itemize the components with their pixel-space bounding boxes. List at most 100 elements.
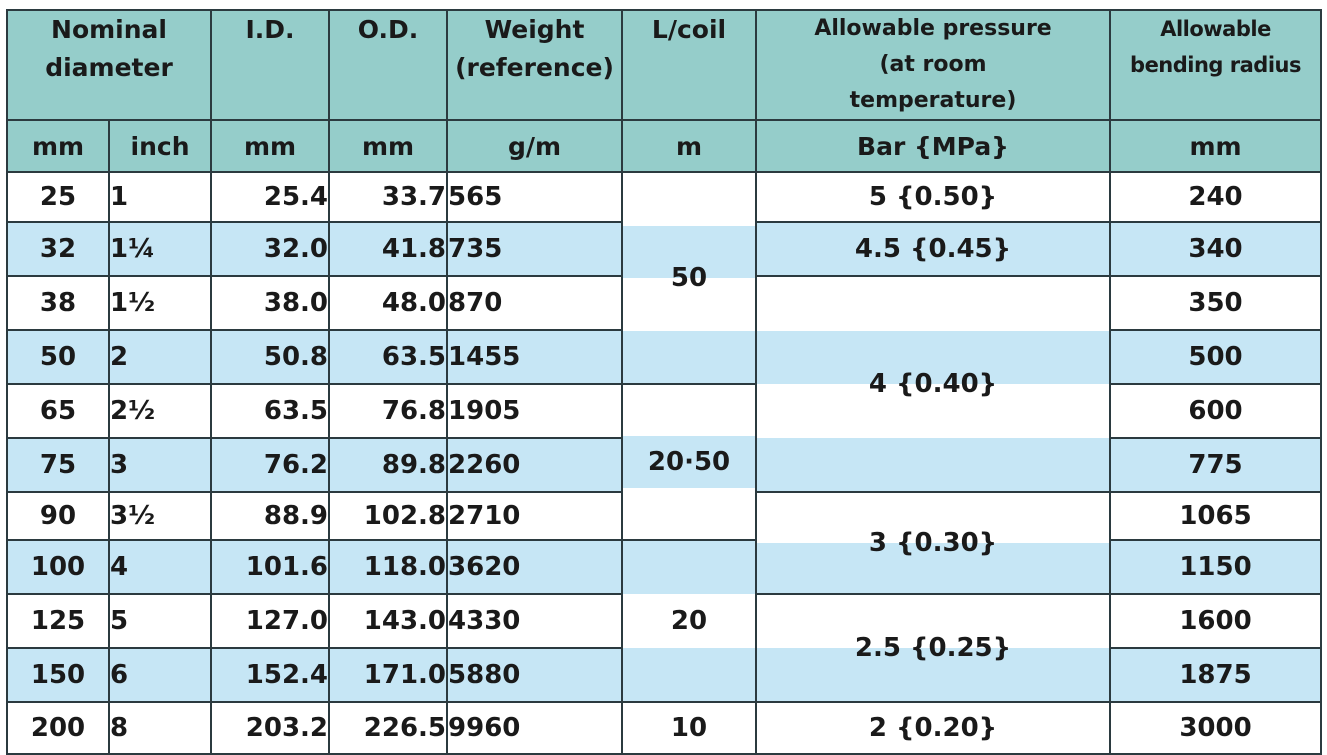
cell-od: 118.0 xyxy=(328,539,449,595)
cell-id: 127.0 xyxy=(210,593,331,649)
row-stripes xyxy=(624,542,755,700)
stripe-band xyxy=(758,278,1109,331)
cell-pressure: 4.5 {0.45} xyxy=(755,221,1112,277)
cell-nominal-inch: 3 xyxy=(107,437,213,493)
cell-pressure: 2.5 {0.25} xyxy=(755,593,1112,703)
cell-weight: 1905 xyxy=(446,383,624,439)
hose-spec-table: Nominal diameter I.D. O.D. Weight (refer… xyxy=(5,9,1323,755)
stripe-band xyxy=(624,225,755,278)
row-stripes xyxy=(758,494,1109,592)
cell-nominal-inch: 2 xyxy=(107,329,213,385)
cell-id: 25.4 xyxy=(210,171,331,223)
row-stripes xyxy=(624,174,755,382)
cell-id: 101.6 xyxy=(210,539,331,595)
cell-l-coil-label: 20 xyxy=(670,606,708,636)
cell-id: 38.0 xyxy=(210,275,331,331)
cell-l-coil: 50 xyxy=(621,171,758,385)
cell-od: 226.5 xyxy=(328,701,449,755)
cell-l-coil: 10 xyxy=(621,701,758,755)
stripe-band xyxy=(624,487,755,538)
table-row: 125 5 127.0 143.0 4330 2.5 {0.25} 1600 xyxy=(6,593,1323,703)
cell-weight: 2260 xyxy=(446,437,624,493)
stripe-band xyxy=(758,174,1109,220)
table-row: 65 2½ 63.5 76.8 1905 20·50 600 xyxy=(6,383,1323,541)
cell-nominal-mm: 65 xyxy=(6,383,110,439)
cell-od: 48.0 xyxy=(328,275,449,331)
cell-bending-radius: 340 xyxy=(1109,221,1323,277)
header-nominal-diameter: Nominal diameter xyxy=(5,9,213,121)
table-row: 75 3 76.2 89.8 2260 775 xyxy=(6,437,1323,493)
cell-bending-radius: 775 xyxy=(1109,437,1323,493)
cell-pressure-label: 2.5 {0.25} xyxy=(854,633,1012,663)
cell-nominal-mm: 75 xyxy=(6,437,110,493)
cell-weight: 5880 xyxy=(446,647,624,703)
cell-id: 152.4 xyxy=(210,647,331,703)
stripe-band xyxy=(758,494,1109,543)
cell-pressure: 3 {0.30} xyxy=(755,491,1112,595)
stripe-band xyxy=(758,596,1109,648)
cell-weight: 1455 xyxy=(446,329,624,385)
header-od: O.D. xyxy=(328,9,449,121)
unit-id: mm xyxy=(210,119,331,173)
table-row: 200 8 203.2 226.5 9960 10 2 {0.20} 3000 xyxy=(6,701,1323,755)
table-row: 100 4 101.6 118.0 3620 20 1150 xyxy=(6,539,1323,703)
cell-od: 63.5 xyxy=(328,329,449,385)
cell-pressure-label: 5 {0.50} xyxy=(868,182,998,212)
cell-bending-radius: 350 xyxy=(1109,275,1323,331)
cell-bending-radius: 1600 xyxy=(1109,593,1323,649)
cell-nominal-inch: 6 xyxy=(107,647,213,703)
stripe-band xyxy=(624,436,755,488)
stripe-band xyxy=(758,437,1109,490)
cell-nominal-mm: 50 xyxy=(6,329,110,385)
cell-weight: 9960 xyxy=(446,701,624,755)
cell-weight: 4330 xyxy=(446,593,624,649)
unit-bending: mm xyxy=(1109,119,1323,173)
unit-od: mm xyxy=(328,119,449,173)
cell-bending-radius: 1065 xyxy=(1109,491,1323,541)
cell-nominal-mm: 125 xyxy=(6,593,110,649)
cell-pressure-label: 3 {0.30} xyxy=(868,528,998,558)
stripe-band xyxy=(758,384,1109,438)
unit-pressure: Bar {MPa} xyxy=(755,119,1112,173)
cell-pressure: 5 {0.50} xyxy=(755,171,1112,223)
table-row: 32 1¼ 32.0 41.8 735 4.5 {0.45} 340 xyxy=(6,221,1323,277)
cell-nominal-inch: 8 xyxy=(107,701,213,755)
cell-nominal-inch: 3½ xyxy=(107,491,213,541)
stripe-band xyxy=(624,386,755,437)
cell-l-coil-label: 10 xyxy=(670,713,708,743)
header-id: I.D. xyxy=(210,9,331,121)
table-row: 50 2 50.8 63.5 1455 500 xyxy=(6,329,1323,385)
cell-nominal-inch: 4 xyxy=(107,539,213,595)
row-stripes xyxy=(758,224,1109,274)
cell-pressure-label: 4.5 {0.45} xyxy=(854,234,1012,264)
stripe-band xyxy=(624,542,755,595)
stripe-band xyxy=(758,648,1109,700)
cell-l-coil-label: 20·50 xyxy=(647,447,731,477)
cell-nominal-mm: 38 xyxy=(6,275,110,331)
spec-table-page: Nominal diameter I.D. O.D. Weight (refer… xyxy=(5,9,1323,755)
stripe-band xyxy=(624,647,755,700)
cell-weight: 2710 xyxy=(446,491,624,541)
cell-bending-radius: 240 xyxy=(1109,171,1323,223)
cell-od: 33.7 xyxy=(328,171,449,223)
cell-pressure: 4 {0.40} xyxy=(755,275,1112,493)
cell-nominal-inch: 2½ xyxy=(107,383,213,439)
cell-id: 76.2 xyxy=(210,437,331,493)
cell-od: 143.0 xyxy=(328,593,449,649)
row-stripes xyxy=(624,386,755,538)
unit-nominal-inch: inch xyxy=(107,119,213,173)
cell-bending-radius: 1150 xyxy=(1109,539,1323,595)
cell-od: 41.8 xyxy=(328,221,449,277)
cell-nominal-inch: 1½ xyxy=(107,275,213,331)
stripe-band xyxy=(758,224,1109,274)
cell-weight: 870 xyxy=(446,275,624,331)
unit-nominal-mm: mm xyxy=(6,119,110,173)
unit-l-coil: m xyxy=(621,119,758,173)
table-row: 150 6 152.4 171.0 5880 1875 xyxy=(6,647,1323,703)
table-row: 90 3½ 88.9 102.8 2710 3 {0.30} 1065 xyxy=(6,491,1323,595)
cell-pressure-label: 2 {0.20} xyxy=(868,713,998,743)
cell-nominal-mm: 25 xyxy=(6,171,110,223)
table-row: 25 1 25.4 33.7 565 50 5 {0.50} 240 xyxy=(6,171,1323,385)
cell-od: 76.8 xyxy=(328,383,449,439)
cell-bending-radius: 1875 xyxy=(1109,647,1323,703)
